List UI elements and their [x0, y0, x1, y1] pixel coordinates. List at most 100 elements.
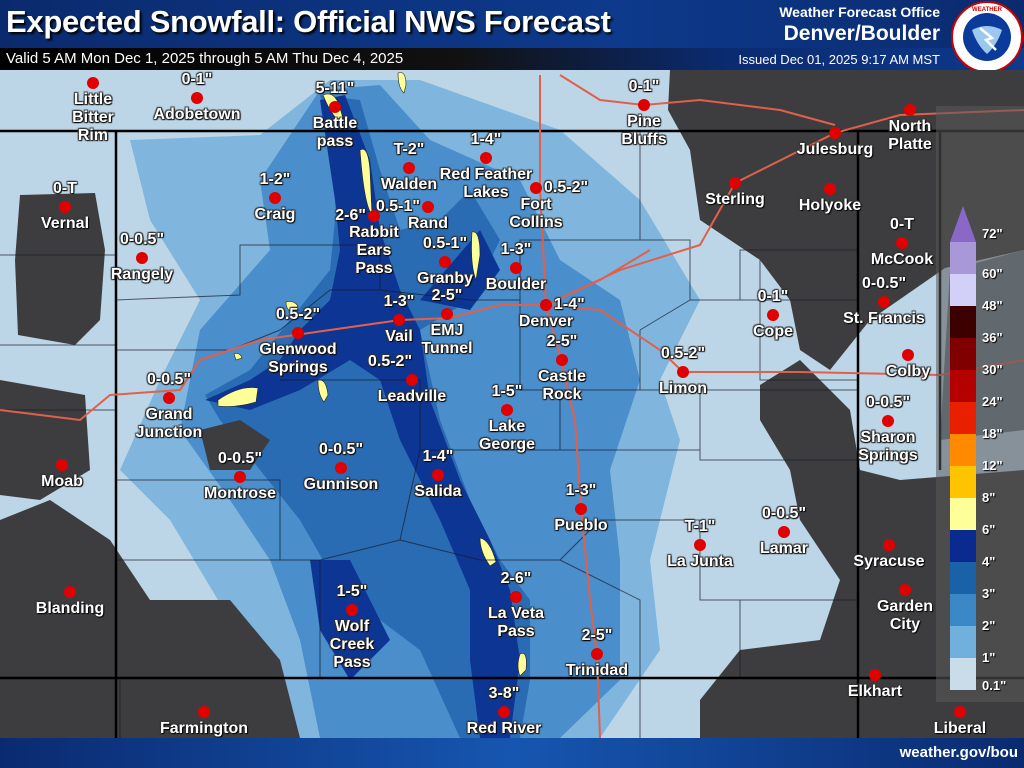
city-dot	[422, 201, 434, 213]
snow-amount: 0-1"	[181, 71, 213, 88]
city-dot	[954, 706, 966, 718]
wfo-label: Weather Forecast Office	[779, 4, 940, 20]
legend-arrow	[950, 206, 976, 242]
snow-amount: 2-6"	[500, 570, 532, 587]
snow-amount: 1-4"	[422, 448, 454, 465]
city-dot	[896, 237, 908, 249]
snow-amount: 2-6"	[335, 207, 366, 224]
city-dot	[136, 252, 148, 264]
snow-amount: 0.5-2"	[660, 345, 706, 362]
website-link[interactable]: weather.gov/bou	[899, 744, 1018, 761]
city-name: Trinidad	[565, 662, 629, 679]
legend-swatch	[950, 370, 976, 402]
snow-amount: 1-3"	[383, 293, 415, 310]
city-name: La Veta Pass	[487, 605, 545, 640]
city-dot	[432, 469, 444, 481]
snow-amount: 0.5-1"	[422, 235, 468, 252]
city-dot	[829, 127, 841, 139]
city-name: Moab	[41, 473, 83, 490]
city-dot	[869, 669, 881, 681]
city-dot	[899, 584, 911, 596]
city-name: Denver	[518, 313, 574, 330]
legend-swatch	[950, 402, 976, 434]
city-dot	[530, 182, 542, 194]
city-name: Battle pass	[312, 115, 358, 150]
city-name: Sharon Springs	[858, 429, 918, 464]
snow-amount: T-1"	[684, 518, 716, 535]
city-dot	[56, 459, 68, 471]
city-name: Liberal	[933, 720, 987, 737]
legend-label: 18"	[982, 426, 1003, 441]
snow-amount: 0-0.5"	[146, 371, 192, 388]
legend-swatch	[950, 594, 976, 626]
snow-amount: 2-5"	[431, 287, 463, 304]
city-name: Castle Rock	[537, 368, 587, 403]
snow-amount: 1-2"	[259, 171, 291, 188]
legend-swatch	[950, 498, 976, 530]
city-name: Lamar	[759, 540, 809, 557]
city-dot	[59, 201, 71, 213]
valid-period: Valid 5 AM Mon Dec 1, 2025 through 5 AM …	[6, 50, 404, 67]
city-dot	[510, 262, 522, 274]
office-name: Denver/Boulder	[783, 22, 940, 45]
header-bar	[0, 0, 1024, 48]
city-dot	[498, 706, 510, 718]
city-dot	[269, 192, 281, 204]
snow-amount: 0.5-2"	[367, 353, 413, 370]
legend-label: 24"	[982, 394, 1003, 409]
city-dot	[501, 404, 513, 416]
city-name: Pine Bluffs	[621, 113, 667, 148]
city-dot	[540, 299, 552, 311]
city-dot	[778, 526, 790, 538]
city-dot	[878, 296, 890, 308]
city-name: Fort Collins	[509, 196, 563, 231]
city-name: Julesburg	[796, 141, 874, 158]
snowfall-legend: 0.1" 1" 2" 3" 4" 6" 8" 12" 18" 24" 30" 36" 48" 60" 72"	[936, 106, 1024, 702]
legend-swatch	[950, 306, 976, 338]
city-name: Lake George	[478, 418, 535, 453]
city-dot	[335, 462, 347, 474]
snow-amount: T-2"	[393, 141, 425, 158]
city-dot	[163, 392, 175, 404]
city-dot	[638, 99, 650, 111]
city-name: Pueblo	[554, 517, 608, 534]
legend-label: 2"	[982, 618, 996, 633]
footer-bar: weather.gov/bou	[0, 738, 1024, 768]
city-name: Elkhart	[847, 683, 903, 700]
city-dot	[510, 591, 522, 603]
city-name: Granby	[416, 270, 473, 287]
city-name: Cope	[753, 323, 793, 340]
legend-swatch	[950, 338, 976, 370]
snow-amount: 0-0.5"	[861, 275, 907, 292]
legend-label: 6"	[982, 522, 996, 537]
city-dot	[292, 327, 304, 339]
city-name: Blanding	[35, 600, 105, 617]
city-name: McCook	[870, 251, 934, 268]
city-name: St. Francis	[843, 310, 925, 327]
city-name: Red River	[466, 720, 542, 737]
city-name: Farmington	[160, 720, 248, 737]
city-name: Wolf Creek Pass	[329, 618, 375, 671]
snow-amount: 0-0.5"	[865, 394, 911, 411]
city-dot	[393, 314, 405, 326]
city-dot	[403, 162, 415, 174]
snow-amount: 0-0.5"	[119, 231, 165, 248]
legend-label: 4"	[982, 554, 996, 569]
city-name: Walden	[380, 176, 438, 193]
legend-label: 72"	[982, 226, 1003, 241]
city-name: Colby	[885, 363, 931, 380]
city-name: Red Feather Lakes	[439, 166, 533, 201]
city-dot	[556, 354, 568, 366]
legend-label: 3"	[982, 586, 996, 601]
snow-amount: 1-4"	[470, 131, 502, 148]
city-name: Syracuse	[853, 553, 925, 570]
snow-amount: 0-0.5"	[217, 450, 263, 467]
city-dot	[441, 308, 453, 320]
city-dot	[882, 415, 894, 427]
city-name: Vail	[385, 328, 413, 345]
city-dot	[904, 104, 916, 116]
snow-amount: 1-3"	[565, 482, 597, 499]
legend-swatch	[950, 626, 976, 658]
snow-amount: 5-11"	[315, 80, 355, 97]
city-name: Garden City	[876, 598, 933, 633]
